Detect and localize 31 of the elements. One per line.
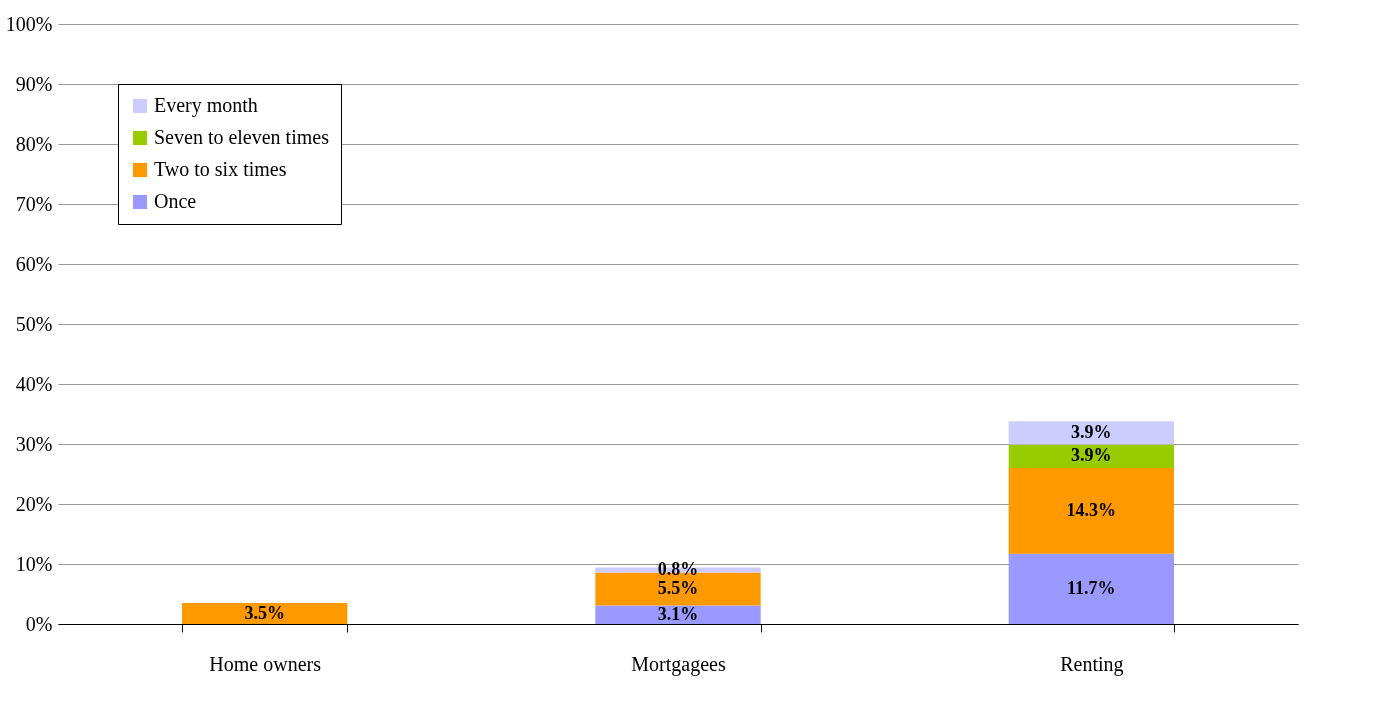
data-label: 14.3% <box>1066 499 1117 520</box>
y-tick-label: 70% <box>15 192 53 215</box>
bar <box>1008 421 1174 445</box>
data-label: 3.1% <box>657 603 699 624</box>
legend-label: Two to six times <box>154 158 287 180</box>
data-label: 3.5% <box>244 602 285 623</box>
data-label: 3.9% <box>1071 421 1112 442</box>
bar <box>1008 444 1174 468</box>
x-tick-label: Home owners <box>209 652 322 675</box>
y-tick-label: 80% <box>15 132 53 155</box>
y-tick-label: 40% <box>15 372 53 395</box>
y-tick-label: 100% <box>5 12 53 35</box>
y-tick-label: 10% <box>15 552 53 575</box>
bar <box>595 605 761 624</box>
legend-label: Once <box>154 190 197 212</box>
x-tick-label: Mortgagees <box>631 652 726 676</box>
y-tick-label: 50% <box>15 312 53 335</box>
y-tick-label: 20% <box>15 492 53 515</box>
y-tick-label: 60% <box>15 252 53 275</box>
y-tick-label: 0% <box>25 612 53 635</box>
data-label: 5.5% <box>657 577 699 598</box>
legend-label: Every month <box>154 94 258 117</box>
bar <box>182 603 348 624</box>
data-label: 11.7% <box>1067 577 1116 598</box>
bar <box>1008 553 1174 624</box>
bar <box>1008 468 1174 554</box>
legend-label: Seven to eleven times <box>154 126 330 148</box>
x-tick-label: Renting <box>1060 652 1124 676</box>
y-tick-label: 90% <box>15 72 53 95</box>
y-tick-label: 30% <box>15 432 53 455</box>
data-label: 3.9% <box>1071 445 1112 466</box>
